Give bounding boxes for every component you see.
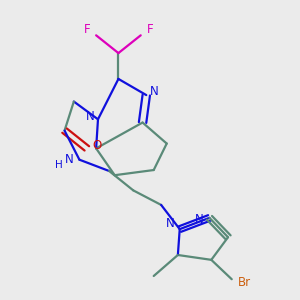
- Text: Br: Br: [238, 276, 251, 289]
- Text: N: N: [64, 153, 74, 166]
- Text: H: H: [55, 160, 63, 170]
- Text: F: F: [83, 23, 90, 36]
- Text: N: N: [85, 110, 94, 123]
- Text: O: O: [93, 139, 102, 152]
- Text: F: F: [147, 23, 153, 36]
- Text: N: N: [150, 85, 159, 98]
- Text: N: N: [166, 217, 175, 230]
- Text: N: N: [195, 213, 203, 226]
